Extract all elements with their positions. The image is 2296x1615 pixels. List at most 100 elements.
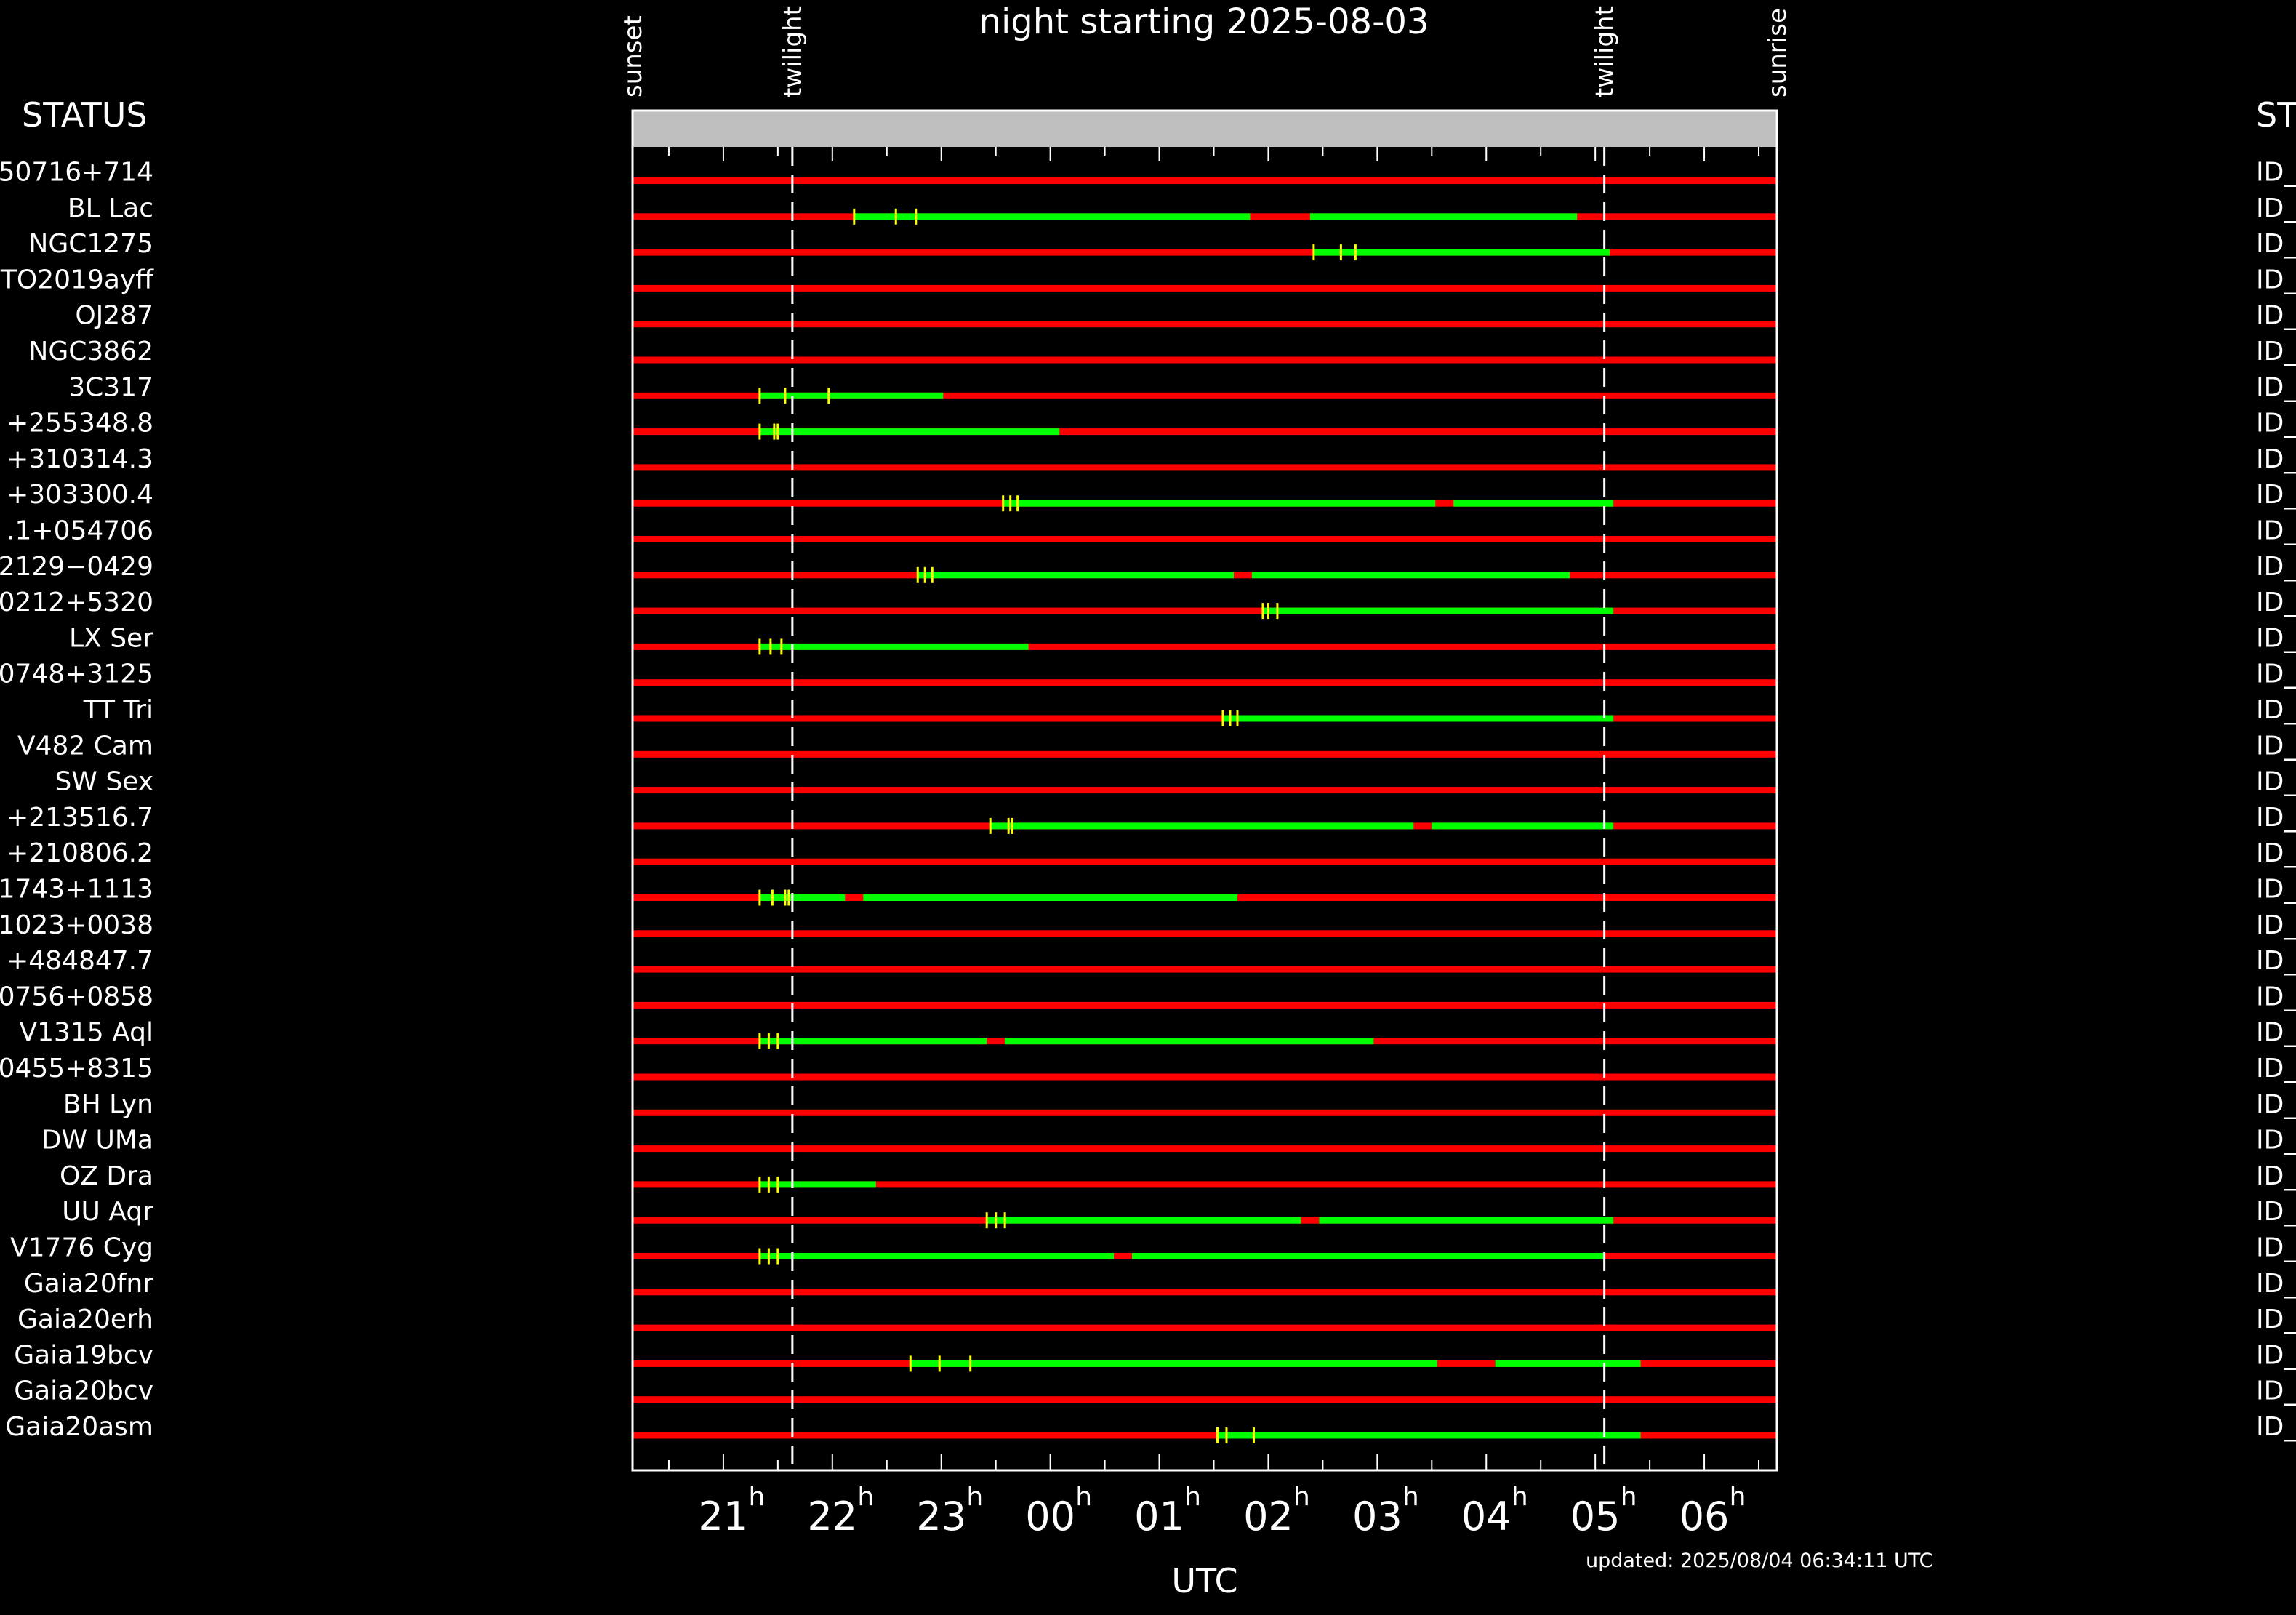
- not-observable-bar: [633, 392, 1777, 399]
- row-status-label: ID_: [2256, 1197, 2296, 1227]
- events-layer: sunset twilight twilight sunrise: [619, 6, 1792, 1470]
- x-tick-label-unit: h: [1621, 1482, 1637, 1512]
- event-label: sunrise: [1763, 8, 1792, 97]
- not-observable-bar: [633, 284, 1777, 292]
- target-row: OJ287 ID_: [75, 301, 2296, 331]
- x-tick-label: 02: [1243, 1494, 1293, 1539]
- chart-frame: [631, 109, 1778, 1472]
- target-label: 0756+0858: [0, 982, 153, 1011]
- target-row: +303300.4 ID_: [7, 480, 2296, 512]
- target-label: Gaia20asm: [5, 1412, 153, 1442]
- row-status-label: ID_: [2256, 982, 2296, 1011]
- not-observable-bar: [633, 1324, 1777, 1331]
- row-status-label: ID_: [2256, 552, 2296, 582]
- not-observable-bar: [633, 930, 1777, 937]
- not-observable-bar: [633, 966, 1777, 973]
- target-row: V1776 Cyg ID_: [10, 1233, 2296, 1265]
- target-label: +303300.4: [7, 480, 153, 510]
- left-status-header: STATUS: [22, 95, 148, 135]
- x-axis-ticks: [667, 147, 1760, 1470]
- x-tick-label: 23: [916, 1494, 966, 1539]
- target-label: 1023+0038: [0, 910, 153, 940]
- observable-segment: [759, 1181, 876, 1188]
- not-observable-bar: [633, 715, 1777, 722]
- target-row: V1315 Aql ID_: [19, 1018, 2296, 1049]
- target-label: 3C317: [68, 372, 153, 402]
- x-tick-label: 22: [807, 1494, 857, 1539]
- target-row: 0212+5320 ID_: [0, 588, 2296, 620]
- observable-segment: [1005, 1038, 1374, 1045]
- target-label: NGC3862: [28, 337, 153, 366]
- observable-segment: [1262, 607, 1614, 614]
- target-label: +310314.3: [7, 444, 153, 474]
- row-status-label: ID_: [2256, 1018, 2296, 1048]
- not-observable-bar: [633, 1109, 1777, 1116]
- observable-segment: [854, 213, 1251, 220]
- not-observable-bar: [633, 750, 1777, 758]
- not-observable-bar: [633, 1073, 1777, 1081]
- observable-segment: [990, 822, 1414, 830]
- rows-layer: 50716+714 ID_ BL Lac ID_ NGC1275 ID_ TO2019ayf…: [0, 158, 2296, 1443]
- target-label: TT Tri: [83, 695, 153, 725]
- target-row: NGC3862 ID_: [28, 337, 2296, 366]
- target-row: 1023+0038 ID_: [0, 910, 2296, 940]
- target-label: LX Ser: [69, 623, 153, 653]
- not-observable-bar: [633, 464, 1777, 471]
- target-label: Gaia19bcv: [14, 1340, 153, 1370]
- updated-timestamp: updated: 2025/08/04 06:34:11 UTC: [1586, 1550, 1933, 1572]
- observable-segment: [1453, 500, 1614, 507]
- target-label: BH Lyn: [63, 1089, 153, 1119]
- target-row: UU Aqr ID_: [62, 1197, 2296, 1229]
- x-tick-label: 00: [1025, 1494, 1075, 1539]
- row-status-label: ID_: [2256, 1305, 2296, 1334]
- observable-segment: [863, 894, 1237, 901]
- row-status-label: ID_: [2256, 372, 2296, 402]
- not-observable-bar: [633, 1001, 1777, 1009]
- not-observable-bar: [633, 679, 1777, 686]
- target-label: 1743+1113: [0, 875, 153, 905]
- observable-segment: [987, 1217, 1301, 1224]
- observable-segment: [1251, 572, 1570, 579]
- row-status-label: ID_: [2256, 695, 2296, 725]
- target-row: +213516.7 ID_: [7, 803, 2296, 834]
- row-status-label: ID_: [2256, 1233, 2296, 1263]
- not-observable-bar: [633, 356, 1777, 364]
- target-row: LX Ser ID_: [69, 623, 2296, 655]
- not-observable-bar: [633, 1289, 1777, 1296]
- row-status-label: ID_: [2256, 229, 2296, 259]
- target-row: Gaia20bcv ID_: [14, 1376, 2296, 1406]
- x-axis-tick-labels: 21 h 22 h 23 h 00 h 01 h 02 h 03 h 04 h 05 h 06 h: [699, 1482, 1746, 1539]
- target-row: 50716+714 ID_: [0, 158, 2296, 188]
- target-row: BH Lyn ID_: [63, 1089, 2296, 1119]
- event-label: twilight: [1591, 6, 1620, 97]
- row-status-label: ID_: [2256, 623, 2296, 653]
- row-status-label: ID_: [2256, 1269, 2296, 1299]
- target-row: Gaia19bcv ID_: [14, 1340, 2296, 1372]
- target-row: +310314.3 ID_: [7, 444, 2296, 474]
- row-status-label: ID_: [2256, 946, 2296, 976]
- target-label: NGC1275: [28, 229, 153, 259]
- not-observable-bar: [633, 177, 1777, 184]
- target-row: BL Lac ID_: [68, 193, 2296, 225]
- not-observable-bar: [633, 1396, 1777, 1403]
- target-row: Gaia20asm ID_: [5, 1412, 2296, 1443]
- row-status-label: ID_: [2256, 731, 2296, 761]
- x-tick-label-unit: h: [966, 1482, 983, 1512]
- x-tick-label-unit: h: [1512, 1482, 1528, 1512]
- observable-segment: [759, 1038, 987, 1045]
- target-label: TO2019ayff: [0, 265, 154, 294]
- x-tick-label-unit: h: [1402, 1482, 1419, 1512]
- observable-segment: [759, 428, 1060, 436]
- target-label: 50716+714: [0, 158, 153, 188]
- x-tick-label: 06: [1679, 1494, 1730, 1539]
- observable-segment: [759, 894, 846, 901]
- chart-header-band: [633, 111, 1777, 147]
- target-label: OZ Dra: [60, 1161, 153, 1191]
- row-status-label: ID_: [2256, 1054, 2296, 1083]
- row-status-label: ID_: [2256, 1376, 2296, 1406]
- row-status-label: ID_: [2256, 1340, 2296, 1370]
- x-tick-label: 21: [699, 1494, 749, 1539]
- target-label: +484847.7: [7, 946, 153, 976]
- target-label: V1315 Aql: [19, 1018, 153, 1048]
- target-row: 3C317 ID_: [68, 372, 2296, 404]
